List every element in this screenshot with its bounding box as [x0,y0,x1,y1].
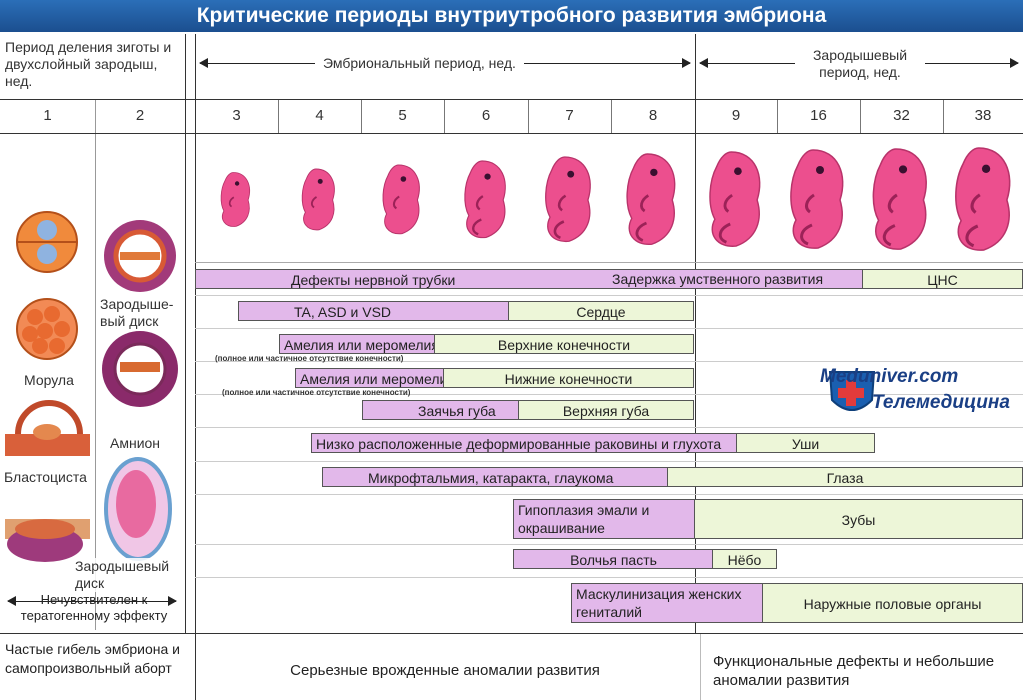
footer-middle: Серьезные врожденные аномалии развития [290,662,600,679]
bar-eyes: Глаза [667,467,1023,487]
footer-left: Частые гибель эмбриона и самопроизвольны… [5,641,180,676]
embryo-week-icon [301,168,335,231]
embryo-week-icon [709,151,761,247]
week-38: 38 [974,107,992,124]
label-morula: Морула [24,372,74,388]
bar-cleft-lip: Заячья губа [362,400,520,420]
main-divider [195,34,196,700]
bar-mental-delay-label: Задержка умственного развития [612,271,824,287]
period-divider [695,34,696,634]
embryo-week-icon [545,156,591,242]
bar-heart: Сердце [508,301,694,321]
week-1: 1 [43,107,52,124]
embryo-week-icon [626,153,676,245]
embryonic-period-label: Эмбриональный период, нед. [315,55,524,72]
week-2: 2 [135,107,145,124]
footer-right: Функциональные дефекты и небольшие анома… [713,653,995,689]
label-blastocyst: Бластоциста [4,469,87,485]
bar-upper-limbs: Верхние конечности [434,334,694,354]
week-5: 5 [398,107,407,124]
watermark-subtitle: Телемедицина [872,392,1010,413]
bar-heart-defects: TA, ASD и VSD [238,301,510,321]
week-8: 8 [648,107,658,124]
page-title: Критические периоды внутриутробного разв… [0,0,1023,32]
bar-external-genitals: Наружные половые органы [762,583,1023,623]
meduniver-logo [828,371,876,411]
week-6: 6 [481,107,491,124]
bar-ears: Уши [736,433,875,453]
label-embryonic-disc-2: Зародышевый диск [75,558,185,592]
blastocyst-icon [5,400,90,456]
bar-palate: Нёбо [712,549,777,569]
col-divider-1 [95,100,96,630]
bar-ear-defects: Низко расположенные деформированные рако… [311,433,738,453]
week-7: 7 [565,107,574,124]
implanted-blastocyst-icon [5,519,90,562]
amnion-stage-icon [102,331,178,407]
early-stages-illustration [5,211,178,562]
bar-amelia-upper: Амелия или меромелия [279,334,436,354]
embryo-week-icon [220,172,250,227]
left-header: Период деления зиготы и двухслойный заро… [5,39,172,89]
embryo-week-icon [955,147,1011,251]
embryo-week-icon [872,148,927,250]
note-lower-limbs: (полное или частичное отсутствие конечно… [222,388,411,397]
bar-cns: ЦНС [862,269,1023,289]
note-upper-limbs: (полное или частичное отсутствие конечно… [215,354,404,363]
bar-masculinization: Маскулинизация женских гениталий [571,583,764,623]
embryo-week-icon [790,149,844,249]
bar-eye-defects: Микрофтальмия, катаракта, глаукома [322,467,669,487]
fetal-period-label: Зародышевый период, нед. [795,47,925,81]
bar-amelia-lower: Амелия или меромелия [295,368,445,388]
bar-neural-tube-defects: Дефекты нервной трубки [195,269,863,289]
label-embryonic-disc-1: Зародыше-вый диск [100,296,185,330]
insensitive-arrow [7,596,177,606]
embryo-week-icon [464,160,506,239]
bar-teeth: Зубы [694,499,1023,539]
morula-icon [16,298,78,360]
label-amnion: Амнион [110,435,161,451]
week-32: 32 [893,107,910,124]
week-16: 16 [810,107,827,124]
week-4: 4 [315,107,324,124]
bilaminar-disc-icon [104,220,176,292]
left-divider [185,34,186,634]
week-3: 3 [232,107,241,124]
insensitive-label: Нечувствителен к тератогенному эффекту [20,592,168,623]
zygote-icon [16,211,78,273]
watermark-site: Meduniver.com [820,366,959,387]
week-9: 9 [731,107,741,124]
chorionic-sac-icon [104,457,172,561]
bar-upper-lip: Верхняя губа [518,400,694,420]
bar-cleft-palate: Волчья пасть [513,549,714,569]
embryo-week-icon [382,164,420,235]
bar-lower-limbs: Нижние конечности [443,368,694,388]
bar-teeth-defects: Гипоплазия эмали и окрашивание [513,499,696,539]
